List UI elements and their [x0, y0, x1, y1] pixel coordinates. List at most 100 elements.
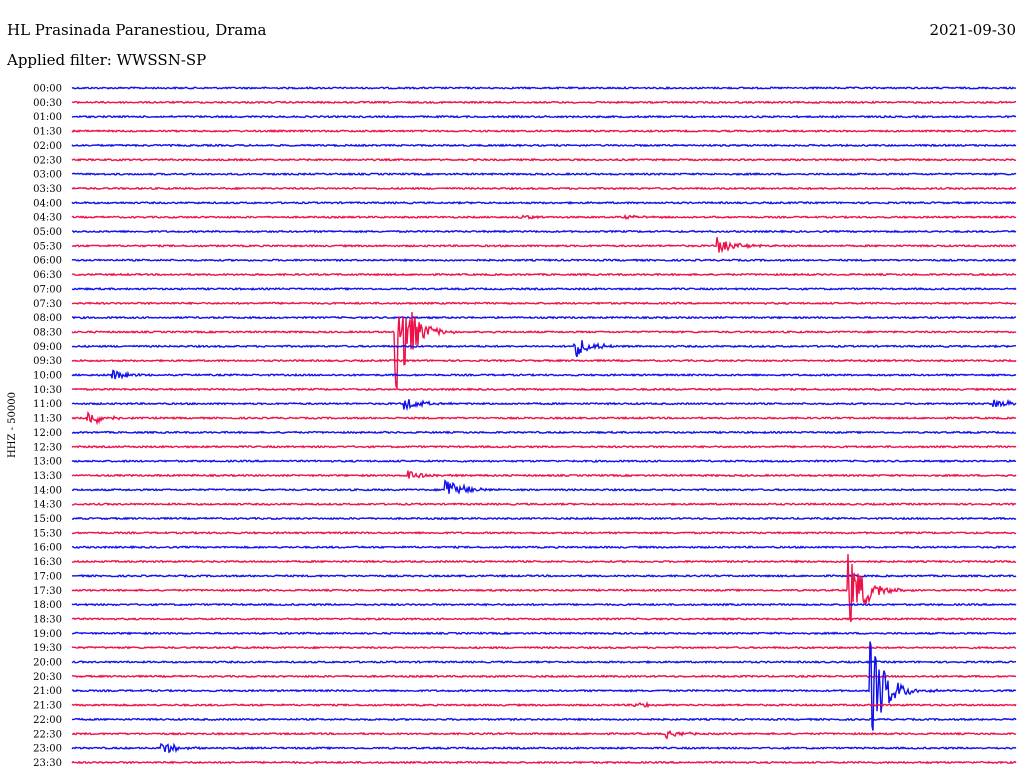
trace-line [71, 530, 1017, 535]
row-time-label: 06:30 [33, 270, 62, 281]
trace-line [71, 369, 1017, 380]
trace-line [71, 700, 1017, 709]
trace-line [71, 340, 1017, 358]
trace-line [71, 559, 1017, 564]
trace-line [71, 742, 1017, 754]
row-time-label: 21:00 [33, 686, 62, 697]
row-time-label: 17:00 [33, 571, 62, 582]
station-title: HL Prasinada Paranestiou, Drama [7, 21, 267, 39]
trace-line [71, 760, 1017, 765]
row-time-label: 18:00 [33, 600, 62, 611]
row-time-label: 20:00 [33, 658, 62, 669]
row-time-label: 08:30 [33, 327, 62, 338]
trace-line [71, 172, 1017, 177]
row-time-label: 23:30 [33, 758, 62, 769]
row-time-label: 04:00 [33, 198, 62, 209]
row-time-label: 20:30 [33, 672, 62, 683]
trace-line [71, 258, 1017, 263]
trace-line [71, 545, 1016, 550]
trace-line [72, 502, 1017, 507]
trace-line [71, 573, 1017, 578]
trace-line [71, 616, 1017, 621]
trace-line [71, 602, 1017, 607]
row-time-label: 02:30 [33, 155, 62, 166]
trace-line [71, 200, 1017, 205]
trace-line [71, 286, 1017, 291]
row-time-label: 19:30 [33, 643, 62, 654]
row-time-label: 13:30 [33, 471, 62, 482]
trace-line [71, 717, 1017, 722]
trace-line [71, 301, 1017, 306]
trace-line [71, 516, 1017, 521]
row-time-label: 13:00 [33, 457, 62, 468]
row-time-label: 08:00 [33, 313, 62, 324]
trace-line [71, 229, 1017, 234]
row-time-label: 06:00 [33, 256, 62, 267]
row-time-label: 10:00 [33, 371, 62, 382]
row-time-label: 23:00 [33, 744, 62, 755]
row-time-label: 00:30 [33, 98, 62, 109]
row-time-label: 03:00 [33, 170, 62, 181]
trace-line [71, 387, 1017, 392]
trace-line [71, 129, 1017, 134]
row-time-label: 11:00 [33, 399, 62, 410]
row-time-label: 07:30 [33, 299, 62, 310]
trace-line [71, 213, 1017, 220]
trace-line [71, 553, 1017, 623]
trace-line [71, 358, 1017, 363]
trace-line [71, 444, 1017, 449]
trace-line [71, 237, 1017, 254]
row-time-label: 07:00 [33, 284, 62, 295]
trace-line [71, 729, 1017, 740]
trace-line [71, 470, 1017, 479]
trace-line [71, 631, 1017, 636]
row-time-label: 15:30 [33, 528, 62, 539]
trace-line [71, 430, 1017, 435]
row-time-label: 05:30 [33, 241, 62, 252]
row-time-label: 11:30 [33, 414, 62, 425]
trace-line [71, 459, 1016, 464]
trace-line [71, 85, 1017, 90]
trace-line [71, 659, 1017, 665]
row-time-label: 15:00 [33, 514, 62, 525]
row-time-label: 14:00 [33, 485, 62, 496]
y-axis-label: HHZ - 50000 [7, 392, 18, 458]
row-time-label: 22:00 [33, 715, 62, 726]
row-time-label: 04:30 [33, 213, 62, 224]
trace-line [71, 479, 1017, 495]
row-time-label: 09:00 [33, 342, 62, 353]
row-time-label: 21:30 [33, 701, 62, 712]
row-time-label: 12:30 [33, 442, 62, 453]
row-time-label: 10:30 [33, 385, 62, 396]
row-time-label: 00:00 [33, 84, 62, 95]
trace-line [71, 398, 1017, 412]
row-time-label: 22:30 [33, 729, 62, 740]
trace-line [71, 143, 1017, 148]
row-time-label: 09:30 [33, 356, 62, 367]
record-date: 2021-09-30 [929, 21, 1016, 39]
trace-line [71, 410, 1017, 426]
row-time-label: 17:30 [33, 586, 62, 597]
filter-label: Applied filter: WWSSN-SP [7, 51, 207, 69]
trace-line [71, 645, 1017, 650]
row-time-label: 02:00 [33, 141, 62, 152]
trace-line [71, 674, 1017, 679]
row-time-label: 12:00 [33, 428, 62, 439]
row-time-label: 16:30 [33, 557, 62, 568]
row-time-label: 01:30 [33, 127, 62, 138]
row-time-label: 18:30 [33, 614, 62, 625]
trace-line [71, 186, 1017, 191]
trace-line [71, 315, 1017, 320]
row-time-label: 01:00 [33, 112, 62, 123]
row-time-label: 19:00 [33, 629, 62, 640]
trace-line [71, 641, 1017, 731]
trace-line [71, 311, 1017, 391]
row-time-label: 14:30 [33, 500, 62, 511]
row-time-label: 03:30 [33, 184, 62, 195]
trace-line [71, 272, 1017, 277]
row-time-label: 05:00 [33, 227, 62, 238]
row-time-label: 16:00 [33, 543, 62, 554]
trace-line [71, 100, 1016, 105]
trace-line [71, 114, 1017, 119]
